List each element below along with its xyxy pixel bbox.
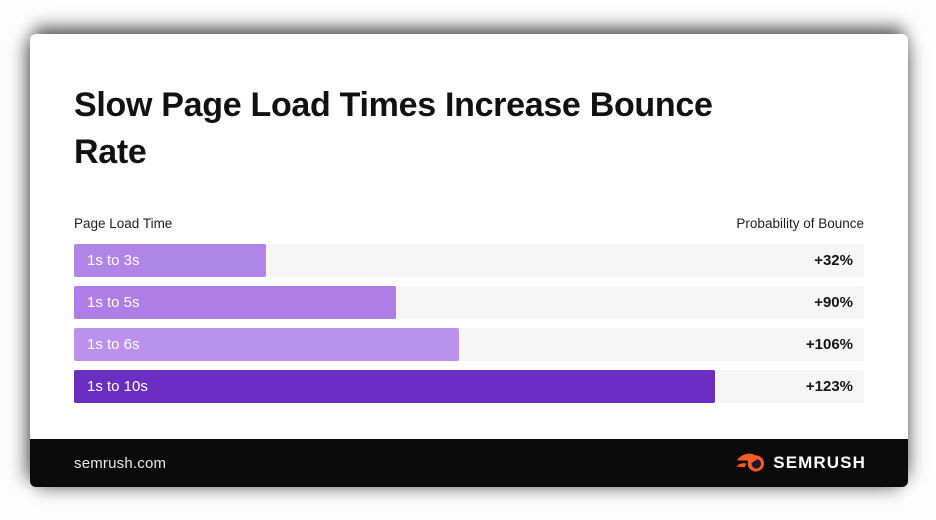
bar-value: +106% [805,335,853,353]
bar-chart: 1s to 3s +32% 1s to 5s +90% 1s to 6s +10… [74,243,864,403]
infographic-card: Slow Page Load Times Increase Bounce Rat… [30,34,908,487]
page-title: Slow Page Load Times Increase Bounce Rat… [74,86,713,171]
site-url: semrush.com [74,454,167,472]
footer-bar: semrush.com SEMRUSH [30,439,908,487]
axis-label-probability-of-bounce: Probability of Bounce [736,215,864,231]
card-body: Slow Page Load Times Increase Bounce Rat… [30,34,908,403]
bar-fill: 1s to 10s [74,369,715,403]
bar-fill: 1s to 5s [74,285,397,319]
axis-label-page-load-time: Page Load Time [74,215,173,231]
bar-label: 1s to 5s [87,293,140,311]
bar-row-1s-to-5s: 1s to 5s +90% [74,285,864,319]
brand-wordmark: SEMRUSH [773,453,866,472]
semrush-logo: SEMRUSH [736,452,866,474]
bar-value: +123% [805,377,853,395]
bar-label: 1s to 3s [87,251,140,269]
bar-row-1s-to-10s: 1s to 10s +123% [74,369,864,403]
chart-header: Page Load Time Probability of Bounce [74,216,864,231]
bar-label: 1s to 6s [87,335,140,353]
bar-label: 1s to 10s [87,377,148,395]
bar-fill: 1s to 3s [74,243,266,277]
semrush-flame-icon [736,453,765,472]
bar-value: +32% [814,251,853,269]
bar-row-1s-to-3s: 1s to 3s +32% [74,243,864,277]
bar-row-1s-to-6s: 1s to 6s +106% [74,327,864,361]
bar-value: +90% [814,293,853,311]
bar-fill: 1s to 6s [74,327,459,361]
